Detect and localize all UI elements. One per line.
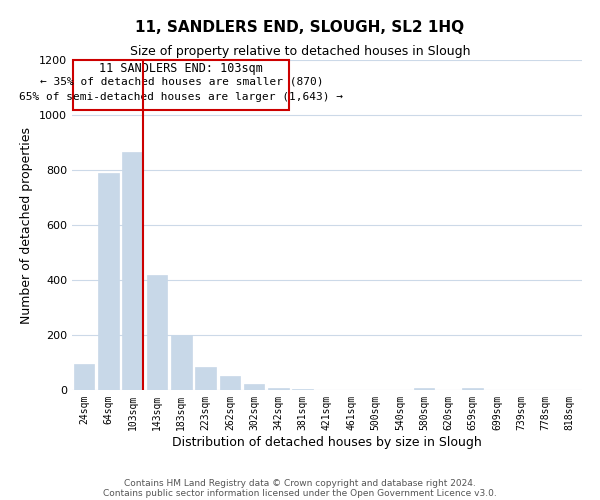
Text: 65% of semi-detached houses are larger (1,643) →: 65% of semi-detached houses are larger (… <box>19 92 343 102</box>
Text: ← 35% of detached houses are smaller (870): ← 35% of detached houses are smaller (87… <box>40 77 323 87</box>
Bar <box>414 388 434 390</box>
X-axis label: Distribution of detached houses by size in Slough: Distribution of detached houses by size … <box>172 436 482 448</box>
Bar <box>195 366 216 390</box>
Text: Size of property relative to detached houses in Slough: Size of property relative to detached ho… <box>130 45 470 58</box>
Bar <box>146 274 167 390</box>
Y-axis label: Number of detached properties: Number of detached properties <box>20 126 34 324</box>
Text: 11, SANDLERS END, SLOUGH, SL2 1HQ: 11, SANDLERS END, SLOUGH, SL2 1HQ <box>136 20 464 35</box>
Text: Contains HM Land Registry data © Crown copyright and database right 2024.: Contains HM Land Registry data © Crown c… <box>124 478 476 488</box>
Bar <box>171 335 191 390</box>
Bar <box>98 173 119 390</box>
Bar <box>268 388 289 390</box>
Bar <box>74 364 94 390</box>
Bar <box>73 60 289 110</box>
Bar <box>292 389 313 390</box>
Bar <box>220 376 240 390</box>
Bar <box>122 152 143 390</box>
Text: 11 SANDLERS END: 103sqm: 11 SANDLERS END: 103sqm <box>100 62 263 74</box>
Bar <box>463 388 483 390</box>
Text: Contains public sector information licensed under the Open Government Licence v3: Contains public sector information licen… <box>103 488 497 498</box>
Bar <box>244 384 265 390</box>
